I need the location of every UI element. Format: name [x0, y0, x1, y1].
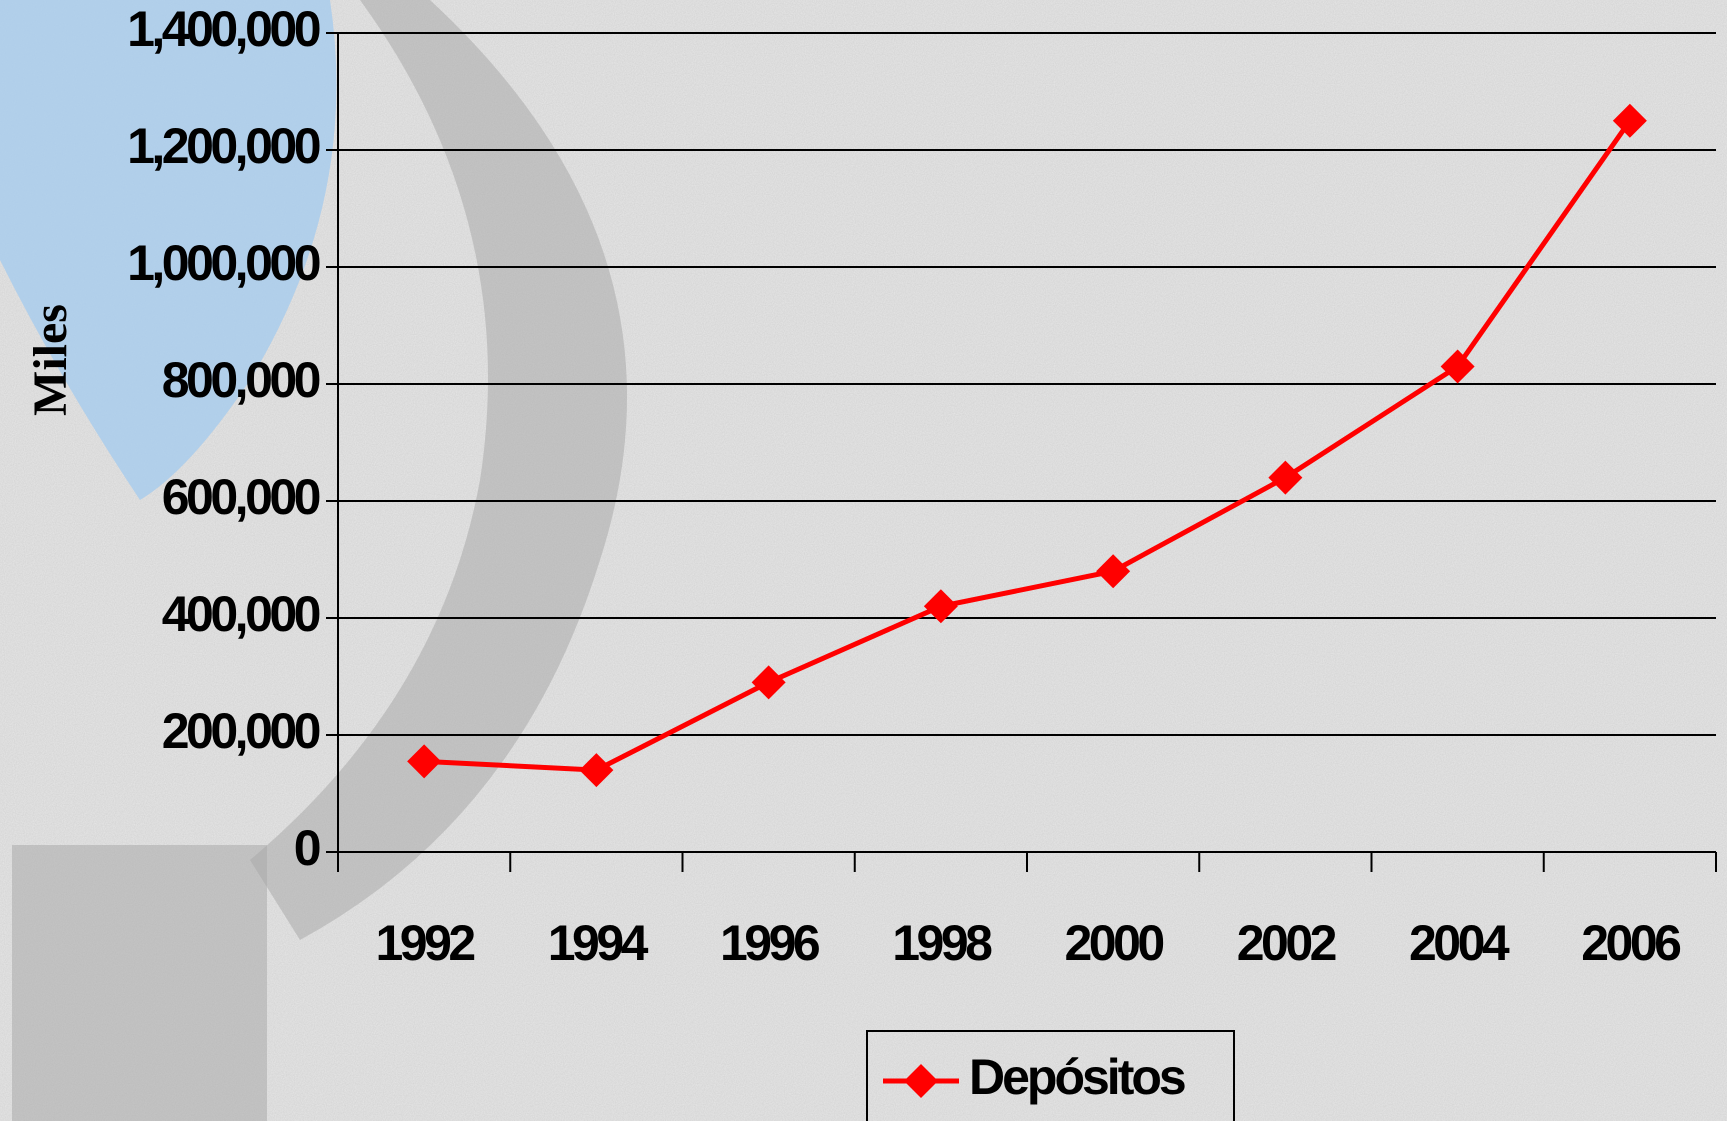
legend-label: Depósitos — [969, 1049, 1185, 1105]
y-tick-label: 1,200,000 — [127, 118, 320, 174]
decor-arc — [250, 0, 628, 940]
data-point — [407, 744, 442, 779]
y-tick-label: 200,000 — [162, 703, 320, 759]
y-tick-label: 1,400,000 — [127, 1, 320, 57]
y-tick-label: 600,000 — [162, 469, 320, 525]
data-point — [579, 753, 614, 788]
data-point — [751, 665, 786, 700]
data-point — [1268, 460, 1303, 495]
y-tick-label: 400,000 — [162, 586, 320, 642]
decor-blue — [0, 0, 337, 500]
data-point — [1096, 554, 1131, 589]
y-tick-label: 800,000 — [162, 352, 320, 408]
data-point — [1612, 103, 1647, 138]
x-tick-label: 1996 — [720, 915, 819, 971]
series-line — [423, 119, 1632, 773]
x-tick-label: 1992 — [376, 915, 475, 971]
x-tick-label: 2006 — [1581, 915, 1680, 971]
legend-marker — [904, 1064, 938, 1098]
x-tick-label: 2004 — [1409, 915, 1510, 971]
legend-box — [866, 1030, 1235, 1121]
x-tick-label: 2002 — [1237, 915, 1336, 971]
data-point — [1440, 349, 1475, 384]
y-tick-label: 0 — [294, 820, 320, 876]
y-axis-label: Miles — [24, 304, 77, 416]
x-tick-label: 1998 — [892, 915, 992, 971]
y-tick-label: 1,000,000 — [127, 235, 320, 291]
decor-block — [12, 845, 267, 1121]
x-tick-label: 1994 — [548, 915, 649, 971]
data-point — [923, 589, 958, 624]
x-tick-label: 2000 — [1065, 915, 1164, 971]
